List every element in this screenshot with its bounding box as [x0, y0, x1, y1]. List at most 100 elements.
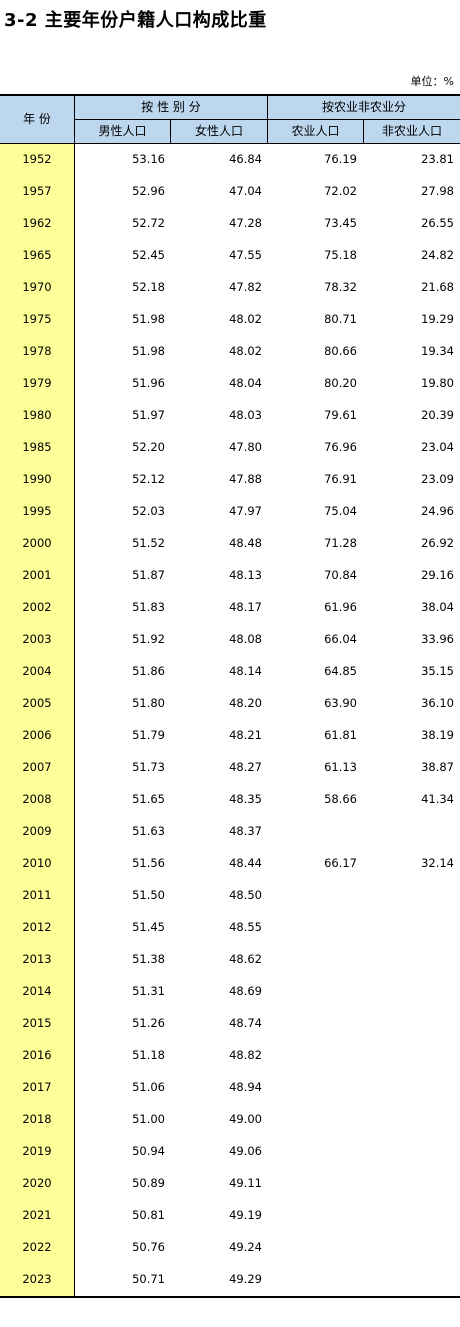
agri-value: 58.66 [324, 792, 357, 806]
nonagri-value [362, 1104, 454, 1136]
year-cell: 1952 [0, 144, 75, 176]
year-cell: 1990 [0, 464, 75, 496]
table-row: 1990 52.12 47.88 76.91 23.09 [0, 464, 460, 496]
nonagri-value: 19.34 [421, 344, 454, 358]
agri-value [268, 816, 357, 848]
table-row: 2018 51.00 49.00 [0, 1104, 460, 1136]
table-row: 2006 51.79 48.21 61.81 38.19 [0, 720, 460, 752]
nonagri-value: 20.39 [421, 408, 454, 422]
male-value: 51.98 [132, 344, 165, 358]
table-row: 1985 52.20 47.80 76.96 23.04 [0, 432, 460, 464]
male-value: 51.97 [132, 408, 165, 422]
nonagri-value: 26.92 [421, 536, 454, 550]
male-value: 51.96 [132, 376, 165, 390]
nonagri-value: 32.14 [421, 856, 454, 870]
female-value: 48.50 [229, 888, 262, 902]
nonagri-value [362, 1200, 454, 1232]
nonagri-value: 23.81 [421, 152, 454, 166]
female-value: 48.02 [229, 312, 262, 326]
year-cell: 2004 [0, 656, 75, 688]
female-value: 49.06 [229, 1144, 262, 1158]
male-value: 52.18 [132, 280, 165, 294]
nonagri-value: 19.80 [421, 376, 454, 390]
nonagri-value: 38.87 [421, 760, 454, 774]
year-cell: 2020 [0, 1168, 75, 1200]
year-cell: 2023 [0, 1264, 75, 1296]
female-value: 48.04 [229, 376, 262, 390]
female-value: 48.74 [229, 1016, 262, 1030]
nonagri-value [362, 1168, 454, 1200]
female-value: 46.84 [229, 152, 262, 166]
table-row: 1978 51.98 48.02 80.66 19.34 [0, 336, 460, 368]
agri-value [268, 1200, 357, 1232]
year-cell: 1965 [0, 240, 75, 272]
table-row: 2008 51.65 48.35 58.66 41.34 [0, 784, 460, 816]
agri-value: 70.84 [324, 568, 357, 582]
male-value: 51.31 [132, 984, 165, 998]
nonagri-value: 21.68 [421, 280, 454, 294]
agri-column-header: 农业人口 [268, 120, 364, 144]
year-cell: 2005 [0, 688, 75, 720]
male-column-header: 男性人口 [75, 120, 171, 144]
year-cell: 2021 [0, 1200, 75, 1232]
male-value: 51.50 [132, 888, 165, 902]
table-row: 2014 51.31 48.69 [0, 976, 460, 1008]
table-row: 2013 51.38 48.62 [0, 944, 460, 976]
year-cell: 1957 [0, 176, 75, 208]
nonagri-value [362, 944, 454, 976]
table-bottom-rule [0, 1296, 460, 1298]
female-value: 48.48 [229, 536, 262, 550]
nonagri-value: 36.10 [421, 696, 454, 710]
female-value: 47.55 [229, 248, 262, 262]
agri-value: 64.85 [324, 664, 357, 678]
nonagri-value: 19.29 [421, 312, 454, 326]
male-value: 51.80 [132, 696, 165, 710]
agri-value: 72.02 [324, 184, 357, 198]
female-column-header: 女性人口 [171, 120, 268, 144]
male-value: 50.81 [132, 1208, 165, 1222]
agri-value [268, 944, 357, 976]
year-cell: 1985 [0, 432, 75, 464]
agri-value [268, 1168, 357, 1200]
table-row: 1979 51.96 48.04 80.20 19.80 [0, 368, 460, 400]
agri-value: 63.90 [324, 696, 357, 710]
agri-value [268, 1232, 357, 1264]
year-cell: 1970 [0, 272, 75, 304]
table-row: 1952 53.16 46.84 76.19 23.81 [0, 144, 460, 176]
table-row: 1975 51.98 48.02 80.71 19.29 [0, 304, 460, 336]
agri-value [268, 1072, 357, 1104]
male-value: 51.38 [132, 952, 165, 966]
table-row: 1980 51.97 48.03 79.61 20.39 [0, 400, 460, 432]
table-row: 1970 52.18 47.82 78.32 21.68 [0, 272, 460, 304]
female-value: 47.80 [229, 440, 262, 454]
male-value: 50.71 [132, 1272, 165, 1286]
year-cell: 2013 [0, 944, 75, 976]
table-row: 2019 50.94 49.06 [0, 1136, 460, 1168]
female-value: 48.62 [229, 952, 262, 966]
year-cell: 2002 [0, 592, 75, 624]
female-value: 47.04 [229, 184, 262, 198]
nonagri-value [362, 1040, 454, 1072]
male-value: 51.79 [132, 728, 165, 742]
table-row: 1957 52.96 47.04 72.02 27.98 [0, 176, 460, 208]
male-value: 52.20 [132, 440, 165, 454]
nonagri-value [362, 912, 454, 944]
nonagri-value [362, 976, 454, 1008]
female-value: 48.14 [229, 664, 262, 678]
nonagri-value [362, 1264, 454, 1296]
female-value: 48.13 [229, 568, 262, 582]
year-cell: 1979 [0, 368, 75, 400]
table-row: 2012 51.45 48.55 [0, 912, 460, 944]
year-cell: 1980 [0, 400, 75, 432]
table-row: 2005 51.80 48.20 63.90 36.10 [0, 688, 460, 720]
year-cell: 2015 [0, 1008, 75, 1040]
by-agri-header: 按农业非农业分 [268, 96, 460, 120]
female-value: 48.82 [229, 1048, 262, 1062]
year-cell: 2011 [0, 880, 75, 912]
year-cell: 1975 [0, 304, 75, 336]
female-value: 47.82 [229, 280, 262, 294]
table-row: 1995 52.03 47.97 75.04 24.96 [0, 496, 460, 528]
table-row: 2004 51.86 48.14 64.85 35.15 [0, 656, 460, 688]
nonagri-value: 26.55 [421, 216, 454, 230]
table-row: 2023 50.71 49.29 [0, 1264, 460, 1296]
